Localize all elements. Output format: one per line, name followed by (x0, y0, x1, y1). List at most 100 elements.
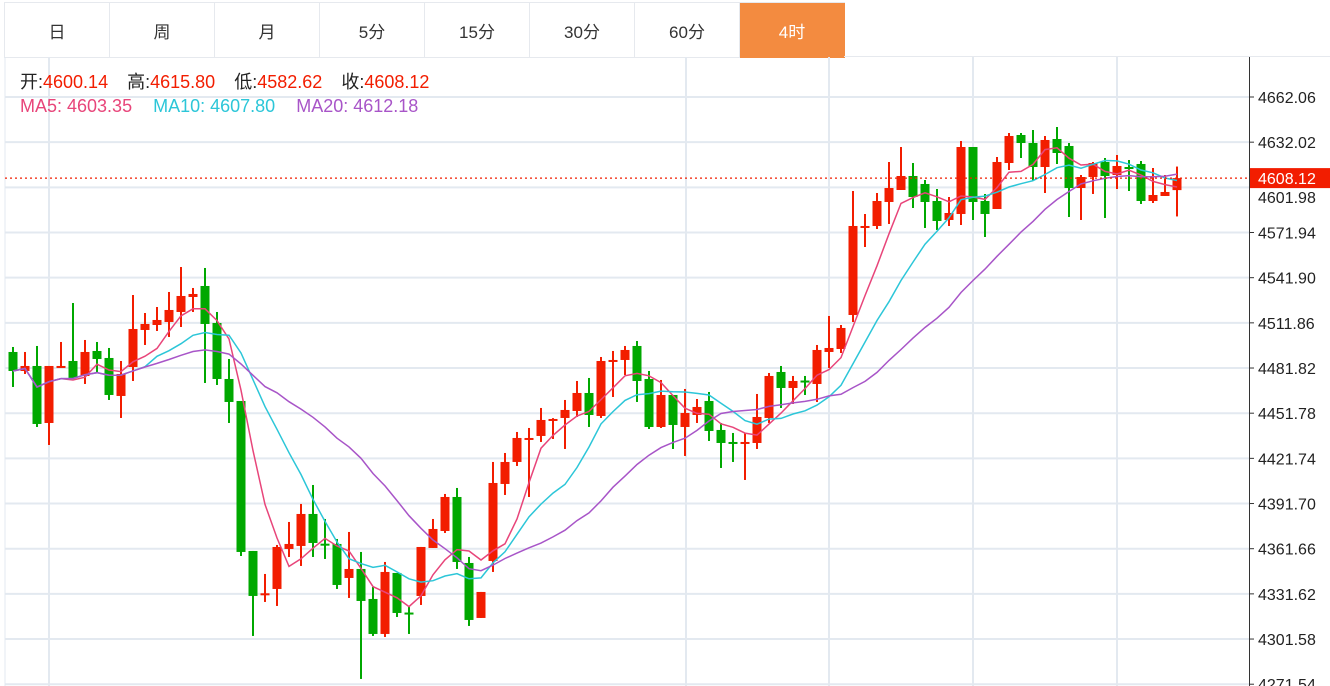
candle (152, 306, 162, 331)
candle-body (548, 418, 558, 421)
candle-body (260, 593, 270, 596)
candle (140, 312, 150, 345)
candle (1040, 135, 1050, 193)
candle-body (980, 200, 990, 214)
candle-body (824, 347, 834, 352)
candle (464, 556, 474, 626)
candle (932, 188, 942, 230)
candle-body (56, 365, 66, 368)
tab-60min[interactable]: 60分 (635, 3, 740, 58)
y-tick-label: 4271.54 (1258, 677, 1316, 686)
candle (392, 572, 402, 617)
candle (308, 484, 318, 557)
ohlc-legend: 开:4600.14 高:4615.80 低:4582.62 收:4608.12 … (20, 70, 443, 118)
candle (1076, 174, 1086, 220)
ma20-value: MA20: 4612.18 (296, 96, 419, 116)
candle (716, 422, 726, 468)
candle (788, 375, 798, 404)
candle (200, 267, 210, 383)
candle (620, 345, 630, 375)
candle-body (128, 328, 138, 367)
candle (608, 350, 618, 397)
y-tick-label: 4451.78 (1258, 406, 1316, 423)
y-tick-label: 4632.02 (1258, 135, 1316, 152)
candle-body (200, 285, 210, 324)
candle (260, 573, 270, 602)
candle (284, 521, 294, 557)
candle-body (236, 400, 246, 552)
candle (956, 140, 966, 225)
high-value: 4615.80 (150, 72, 216, 92)
candle-body (404, 612, 414, 615)
high-label: 高: (127, 72, 151, 92)
y-axis: 4662.06 4632.02 4601.98 4571.94 4541.90 4511.… (5, 57, 1330, 686)
candle-body (452, 496, 462, 562)
candle-body (68, 360, 78, 378)
open-label: 开: (20, 72, 44, 92)
candle (824, 315, 834, 368)
candle-body (800, 380, 810, 383)
period-tabs: 日 周 月 5分 15分 30分 60分 4时 (4, 2, 845, 58)
candle-body (836, 327, 846, 349)
tab-week[interactable]: 周 (110, 3, 215, 58)
candle-body (992, 161, 1002, 209)
candle-body (380, 571, 390, 634)
candle (740, 432, 750, 480)
y-tick-label: 4361.66 (1258, 542, 1316, 559)
candle-body (428, 528, 438, 548)
candle-body (224, 378, 234, 402)
candle-body (176, 295, 186, 312)
candle-body (776, 371, 786, 388)
candle-body (1148, 194, 1158, 201)
y-tick-label: 4511.86 (1258, 316, 1315, 333)
candle-body (284, 543, 294, 549)
candle (644, 370, 654, 429)
candle-body (500, 461, 510, 484)
candle-body (512, 437, 522, 462)
moving-averages (12, 147, 1178, 608)
candle (668, 394, 678, 449)
candle-body (1016, 134, 1026, 143)
candle (488, 461, 498, 572)
tab-day[interactable]: 日 (4, 3, 110, 58)
y-tick-label: 4421.74 (1258, 451, 1316, 468)
candle (512, 431, 522, 466)
candle (1100, 157, 1110, 218)
candle (368, 586, 378, 636)
candle-body (1076, 176, 1086, 188)
tab-5min[interactable]: 5分 (320, 3, 425, 58)
y-tick-label: 4571.94 (1258, 226, 1316, 243)
current-price-tag (1250, 168, 1330, 189)
candle-body (440, 496, 450, 531)
candle (104, 347, 114, 400)
candle-body (680, 412, 690, 427)
low-value: 4582.62 (257, 72, 323, 92)
candle-body (692, 406, 702, 415)
candle-body (860, 225, 870, 228)
candle-body (536, 419, 546, 436)
candle (1052, 126, 1062, 164)
candle (224, 358, 234, 423)
y-tick-label: 4301.58 (1258, 632, 1316, 649)
tab-4hour[interactable]: 4时 (740, 3, 845, 58)
candle (236, 400, 246, 556)
candle (272, 544, 282, 606)
tab-15min[interactable]: 15分 (425, 3, 530, 58)
candle-body (608, 359, 618, 362)
candle-body (1100, 161, 1110, 176)
candle-body (752, 416, 762, 443)
grid (4, 57, 1249, 686)
tab-month[interactable]: 月 (215, 3, 320, 58)
candle-body (368, 598, 378, 634)
candle-body (272, 546, 282, 589)
tab-30min[interactable]: 30分 (530, 3, 635, 58)
ma5-value: MA5: 4603.35 (20, 96, 133, 116)
candle (44, 365, 54, 445)
candle (1016, 132, 1026, 158)
candle-body (140, 323, 150, 330)
candle (776, 365, 786, 408)
candle (248, 550, 258, 636)
candle-body (308, 513, 318, 543)
candle-body (1172, 178, 1182, 191)
